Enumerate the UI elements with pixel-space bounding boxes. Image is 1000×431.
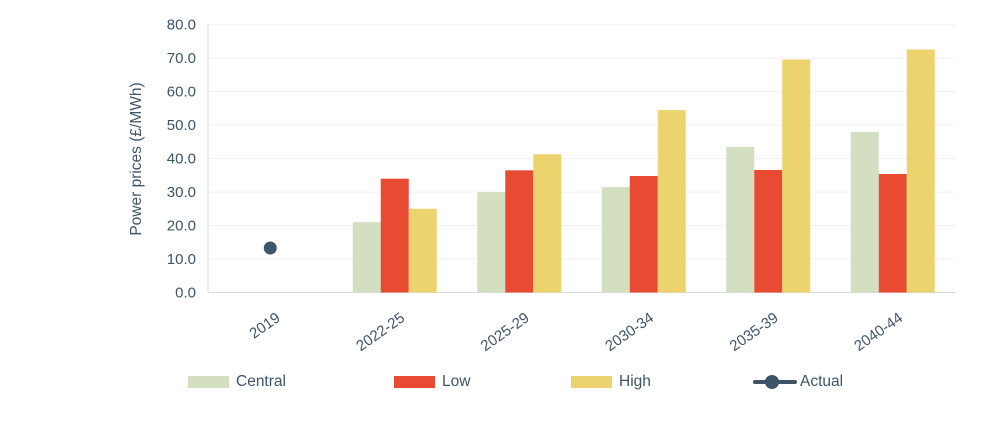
x-axis-label-2035-39: 2035-39 [727, 309, 782, 355]
legend-label-low: Low [442, 373, 471, 390]
bar-high-2030-34 [657, 110, 686, 293]
bar-low-2025-29 [505, 170, 534, 293]
legend-swatch-high [571, 376, 612, 388]
bar-high-2035-39 [782, 59, 811, 293]
bar-low-2022-25 [380, 178, 409, 293]
legend: Central Low High Actual [0, 371, 1000, 393]
y-tick-label-50: 50.0 [167, 117, 196, 134]
legend-item-central: Central [188, 371, 286, 393]
bar-high-2025-29 [533, 154, 562, 293]
bar-central-2035-39 [726, 146, 755, 293]
bar-low-2040-44 [878, 173, 907, 293]
legend-item-actual: Actual [753, 371, 843, 393]
x-axis-label-2019: 2019 [246, 309, 283, 342]
legend-item-high: High [571, 371, 651, 393]
y-tick-label-80: 80.0 [167, 17, 196, 34]
point-actual-2019 [263, 241, 277, 255]
bar-low-2035-39 [754, 169, 783, 293]
plot-area: Power prices (£/MWh) 0.0 10.0 20.0 30.0 40.0… [128, 17, 955, 355]
plot-series-layer: 0.0 10.0 20.0 30.0 40.0 50.0 60.0 70.0 80.0 2019 2… [167, 17, 955, 355]
bar-central-2022-25 [352, 222, 381, 293]
legend-swatch-central [188, 376, 229, 388]
x-axis-label-2040-44: 2040-44 [851, 309, 906, 355]
legend-marker-dot [765, 375, 779, 389]
y-tick-label-40: 40.0 [167, 151, 196, 168]
legend-swatch-low [394, 376, 435, 388]
y-tick-label-20: 20.0 [167, 218, 196, 235]
y-tick-label-0: 0.0 [175, 285, 196, 302]
legend-label-central: Central [236, 373, 286, 390]
x-axis-label-2022-25: 2022-25 [353, 309, 408, 355]
y-tick-label-70: 70.0 [167, 50, 196, 67]
y-tick-label-60: 60.0 [167, 84, 196, 101]
bar-central-2040-44 [850, 131, 879, 293]
legend-item-low: Low [394, 371, 470, 393]
y-tick-label-10: 10.0 [167, 251, 196, 268]
x-axis-label-2025-29: 2025-29 [478, 309, 533, 355]
bar-high-2022-25 [408, 208, 437, 293]
y-axis-title: Power prices (£/MWh) [128, 82, 145, 235]
y-tick-label-30: 30.0 [167, 184, 196, 201]
bar-central-2030-34 [601, 187, 630, 293]
bar-central-2025-29 [477, 192, 506, 293]
legend-marker-actual [753, 375, 797, 389]
x-axis-label-2030-34: 2030-34 [602, 309, 657, 355]
legend-label-high: High [619, 373, 651, 390]
legend-label-actual: Actual [800, 373, 844, 390]
bar-high-2040-44 [906, 49, 935, 293]
bar-low-2030-34 [629, 176, 658, 293]
